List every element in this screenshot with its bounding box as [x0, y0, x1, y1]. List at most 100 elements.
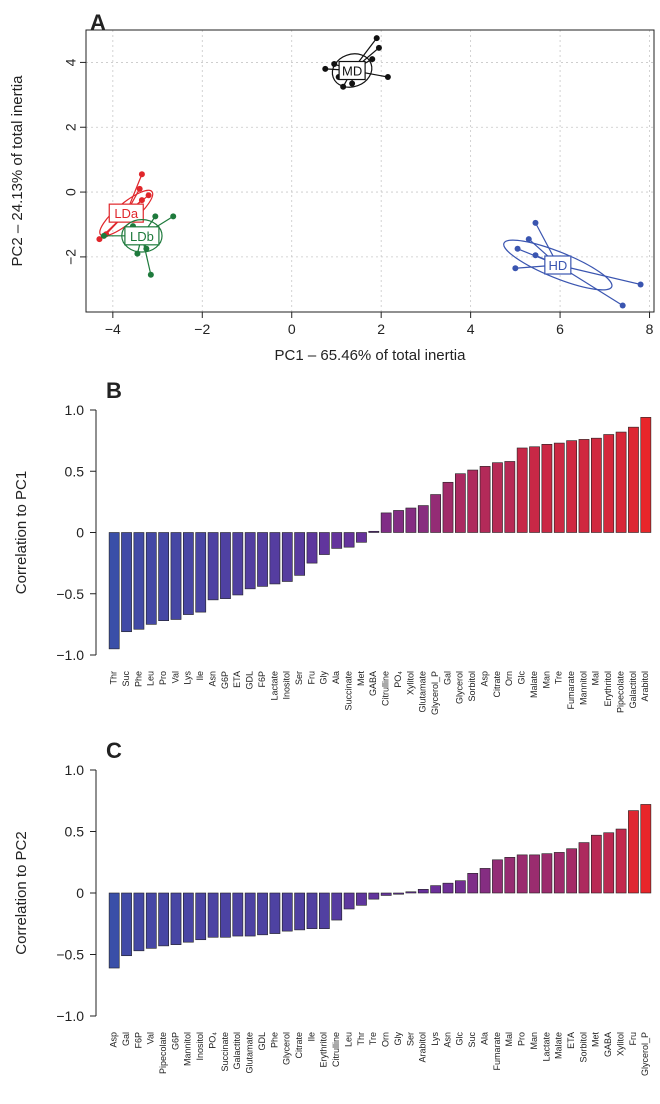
data-point [340, 83, 347, 90]
bar-Glc [454, 880, 466, 894]
bar-Mannitol [182, 892, 194, 943]
y-tick-label: −1.0 [56, 1008, 84, 1024]
bar-Arabitol [640, 417, 652, 533]
y-tick-label: 4 [63, 58, 79, 66]
bar-label: Phe [269, 1032, 279, 1048]
bar-label: Pipecolate [158, 1032, 168, 1074]
bar-label: G6P [220, 671, 230, 689]
bar-label: Pro [517, 1032, 527, 1046]
bar-label: Glycerol [282, 1032, 292, 1065]
bar-Erythritol [603, 434, 615, 533]
bar-label: GDL [257, 1032, 267, 1051]
data-point [375, 44, 382, 51]
bar-label: Sorbitol [467, 671, 477, 702]
bar-Mal [504, 857, 516, 894]
group-label: LDa [114, 206, 139, 221]
bar-label: Xylitol [615, 1032, 625, 1056]
data-point [134, 250, 141, 257]
plot-frame [85, 29, 655, 313]
bar-Glycerol [281, 892, 293, 932]
bar-label: F6P [133, 1032, 143, 1049]
bar-Man [541, 443, 553, 533]
y-tick-label: −2 [63, 249, 79, 265]
bar-label: GABA [603, 1032, 613, 1057]
bar-label: Fumarate [566, 671, 576, 710]
panel-letter-b: B [106, 378, 122, 403]
bar-Sorbitol [467, 469, 479, 533]
data-point [322, 65, 329, 72]
bar-Val [145, 892, 157, 949]
panel-letter-a: A [90, 10, 106, 35]
bar-label: Fru [306, 671, 316, 685]
bar-label: Succinate [343, 671, 353, 711]
bar-label: GDL [245, 671, 255, 690]
bar-label: Glycerol_P [640, 1032, 650, 1076]
y-tick-label: 0.5 [65, 463, 85, 479]
data-point [512, 265, 519, 272]
bar-Pipecolate [615, 431, 627, 533]
bar-Gly [393, 892, 404, 895]
bar-Citrulline [380, 512, 392, 533]
bar-Citrate [492, 462, 503, 533]
bar-label: Man [541, 671, 551, 689]
bar-Gly [318, 532, 330, 555]
bar-label: Thr [109, 671, 119, 685]
bar-ETA [232, 532, 244, 596]
y-tick-label: −1.0 [56, 647, 84, 663]
bar-label: Arabitol [418, 1032, 428, 1063]
bar-label: F6P [257, 671, 267, 688]
group-ldb: LDb [100, 213, 177, 278]
y-tick-label: 1.0 [65, 402, 85, 418]
x-tick-label: −4 [105, 321, 121, 337]
bar-label: Lys [430, 1032, 440, 1046]
bar-Xylitol [405, 507, 417, 533]
bar-label: Succinate [220, 1032, 230, 1072]
x-tick-label: 4 [467, 321, 475, 337]
bar-Pro [158, 532, 170, 621]
bar-label: Sorbitol [578, 1032, 588, 1063]
y-tick-label: 0.5 [65, 824, 85, 840]
bar-Phe [269, 892, 281, 934]
group-hd: HD [503, 219, 644, 309]
bar-label: Tre [368, 1032, 378, 1045]
bar-label: Erythritol [603, 671, 613, 707]
bar-label: Fru [628, 1032, 638, 1046]
y-axis-title: PC2 – 24.13% of total inertia [9, 75, 26, 267]
y-tick-label: −0.5 [56, 947, 84, 963]
bar-GDL [244, 532, 256, 590]
bar-label: Pro [158, 671, 168, 685]
bar-Xylitol [615, 828, 627, 894]
bar-label: Val [170, 671, 180, 683]
bar-Tre [368, 892, 380, 900]
bar-Galactitol [232, 892, 244, 937]
bar-label: Erythritol [319, 1032, 329, 1068]
bar-label: Asp [479, 671, 489, 687]
bar-Fru [628, 810, 639, 894]
y-tick-label: 1.0 [65, 762, 85, 778]
bar-Glycerol [454, 473, 466, 533]
bar-Mannitol [578, 439, 590, 533]
group-label-box [124, 226, 160, 246]
bar-Sorbitol [578, 842, 590, 894]
group-label-box [544, 255, 572, 275]
bar-Asn [442, 882, 454, 894]
group-label: LDb [130, 229, 154, 244]
bar-label: Gly [393, 1032, 403, 1046]
bar-Met [590, 834, 602, 894]
bar-Leu [145, 532, 157, 625]
data-point [514, 245, 521, 252]
bar-Glc [516, 447, 528, 533]
bar-Fru [306, 532, 318, 564]
bar-label: Thr [356, 1032, 366, 1046]
bar-label: Asp [109, 1032, 119, 1048]
y-axis-title: Correlation to PC2 [13, 831, 30, 954]
bar-label: Mannitol [183, 1032, 193, 1066]
bar-Orn [380, 892, 392, 896]
group-label: MD [342, 64, 362, 79]
bar-label: G6P [170, 1032, 180, 1050]
bar-label: Mal [504, 1032, 514, 1047]
bar-label: Inositol [195, 1032, 205, 1061]
